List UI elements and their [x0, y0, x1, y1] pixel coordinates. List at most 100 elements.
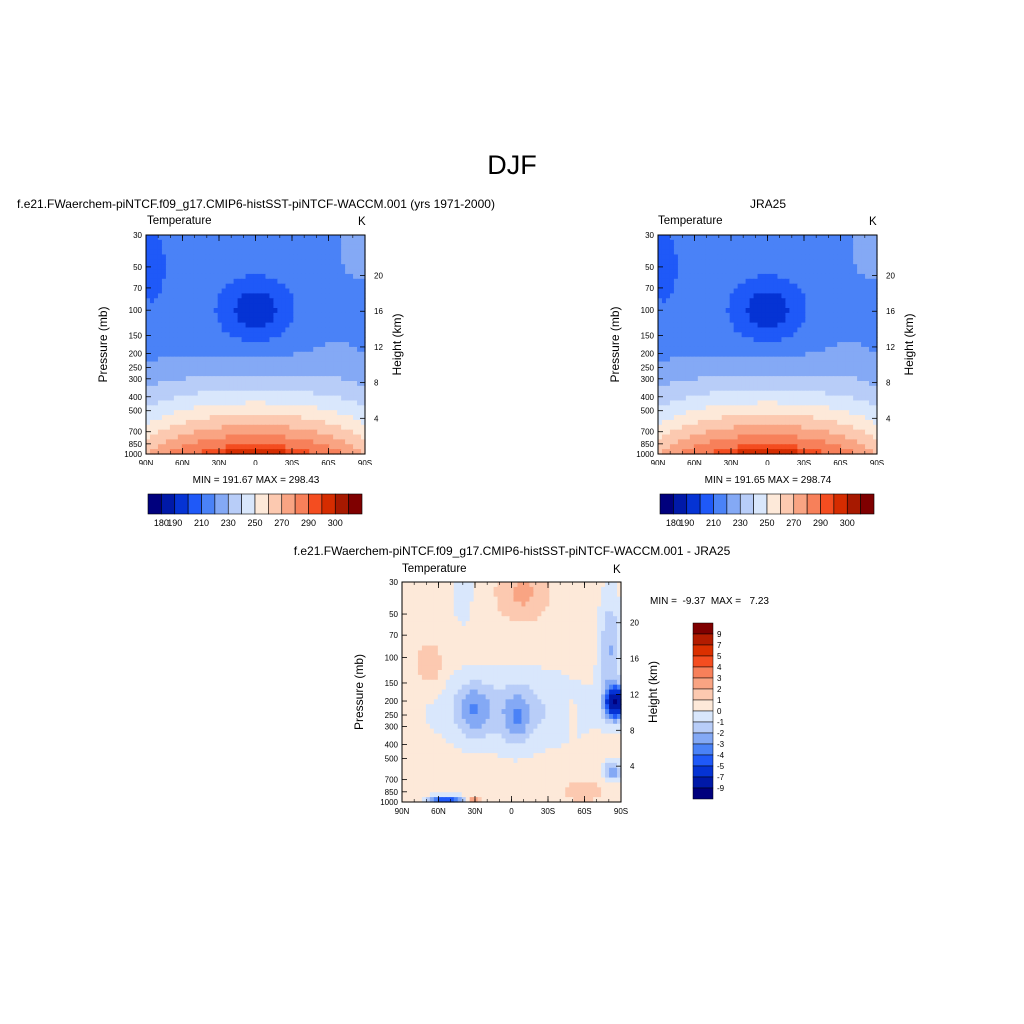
panel-2-cell [853, 346, 858, 353]
panel-2-cell [737, 444, 743, 450]
panel-2-cell [681, 293, 687, 299]
panel-1-cell [321, 390, 326, 397]
panel-1-cell [269, 327, 275, 333]
panel-2-cell [753, 371, 759, 377]
panel-2-cell [841, 269, 846, 275]
panel-2-cell [757, 385, 763, 392]
panel-1-cell [357, 410, 362, 416]
panel-1-ytick-label: 300 [129, 375, 143, 384]
panel-2-cell [817, 317, 822, 324]
panel-1-cell [245, 288, 251, 294]
panel-2-cell [721, 424, 727, 431]
panel-1-cell [321, 283, 326, 290]
panel-2-cell [665, 327, 671, 333]
panel-2-cell [737, 410, 743, 416]
panel-2-cell [761, 298, 767, 304]
panel-1-cell [229, 244, 235, 251]
panel-2-cell [833, 273, 838, 280]
panel-2-cell [845, 283, 850, 290]
panel-2-cell [685, 444, 691, 450]
panel-1-cell [329, 239, 334, 246]
panel-1-colorbar-label: 210 [194, 518, 209, 528]
panel-1-cell [181, 405, 187, 411]
panel-2-cell [749, 312, 755, 319]
panel-1-cell [237, 327, 243, 333]
panel-2-cell [658, 303, 663, 309]
panel-1-cell [257, 366, 263, 372]
panel-1-cell [189, 351, 195, 358]
panel-2-cell [817, 439, 822, 445]
panel-2-cell [785, 346, 790, 353]
panel-1-ytick-label: 1000 [124, 450, 142, 459]
panel-2-cell [689, 327, 695, 333]
panel-1-cell [249, 235, 255, 241]
panel-2-cell [693, 244, 699, 251]
panel-1-cell [357, 239, 362, 246]
panel-1-cell [353, 390, 358, 397]
panel-1-cell [177, 254, 183, 260]
panel-2-cell [825, 385, 830, 392]
panel-1-cell [221, 308, 227, 314]
panel-2-cell [709, 322, 715, 329]
panel-2-cell [685, 273, 691, 280]
panel-2-cell [745, 288, 751, 294]
panel-1-cell [237, 429, 243, 436]
panel-1-cell [181, 298, 187, 304]
panel-2-cell [869, 351, 874, 358]
panel-1-cell [333, 395, 338, 402]
panel-2-cell [709, 259, 715, 265]
panel-1-cell [301, 395, 306, 402]
panel-2-cell [821, 332, 826, 338]
panel-2-cell [661, 303, 667, 309]
panel-2-cell [869, 337, 874, 343]
panel-1-cell [161, 317, 167, 324]
panel-2-cell [669, 293, 675, 299]
panel-1-cell [349, 342, 354, 348]
panel-2-cell [793, 308, 798, 314]
panel-1-cell [209, 259, 215, 265]
panel-2-cell [749, 259, 755, 265]
panel-1-cell [341, 381, 346, 387]
panel-1-cell [189, 405, 195, 411]
panel-2-cell [825, 424, 830, 431]
panel-2-cell [809, 376, 814, 382]
panel-1-cell [169, 288, 175, 294]
panel-2-cell [677, 444, 683, 450]
panel-1-cell [169, 312, 175, 319]
panel-1-cell [297, 342, 302, 348]
panel-1-cell [301, 308, 306, 314]
panel-1-cell [361, 239, 366, 246]
panel-2-cell [833, 239, 838, 246]
panel-1-cell [285, 371, 290, 377]
panel-2-cell [689, 273, 695, 280]
panel-1-cell [245, 235, 251, 241]
panel-2-cell [685, 244, 691, 251]
panel-2-cell [749, 249, 755, 256]
panel-2-cell [785, 415, 790, 421]
panel-2-cell [717, 288, 723, 294]
panel-2-cell [869, 419, 874, 426]
panel-2-cell [865, 361, 870, 367]
panel-1-cell [341, 264, 346, 270]
panel-1-cell [225, 327, 231, 333]
panel-1-cell [265, 351, 271, 358]
panel-2-cell [785, 293, 790, 299]
panel-1-cell [289, 278, 294, 285]
panel-2-cell [805, 424, 810, 431]
panel-1-cell [209, 419, 215, 426]
panel-1-colorbar-swatch [161, 493, 176, 515]
panel-1-cell [213, 259, 219, 265]
panel-2-cell [785, 385, 790, 392]
panel-2-cell [765, 371, 771, 377]
panel-2-cell [777, 239, 783, 246]
panel-2-cell [721, 439, 727, 445]
panel-1-cell [337, 273, 342, 280]
panel-1-cell [225, 283, 231, 290]
panel-1-cell [257, 385, 263, 392]
panel-1-cell [325, 308, 330, 314]
panel-2-cell [729, 419, 735, 426]
panel-1-cell [309, 405, 314, 411]
panel-2-cell [797, 395, 802, 402]
panel-1-cell [229, 298, 235, 304]
panel-2-cell [801, 293, 806, 299]
